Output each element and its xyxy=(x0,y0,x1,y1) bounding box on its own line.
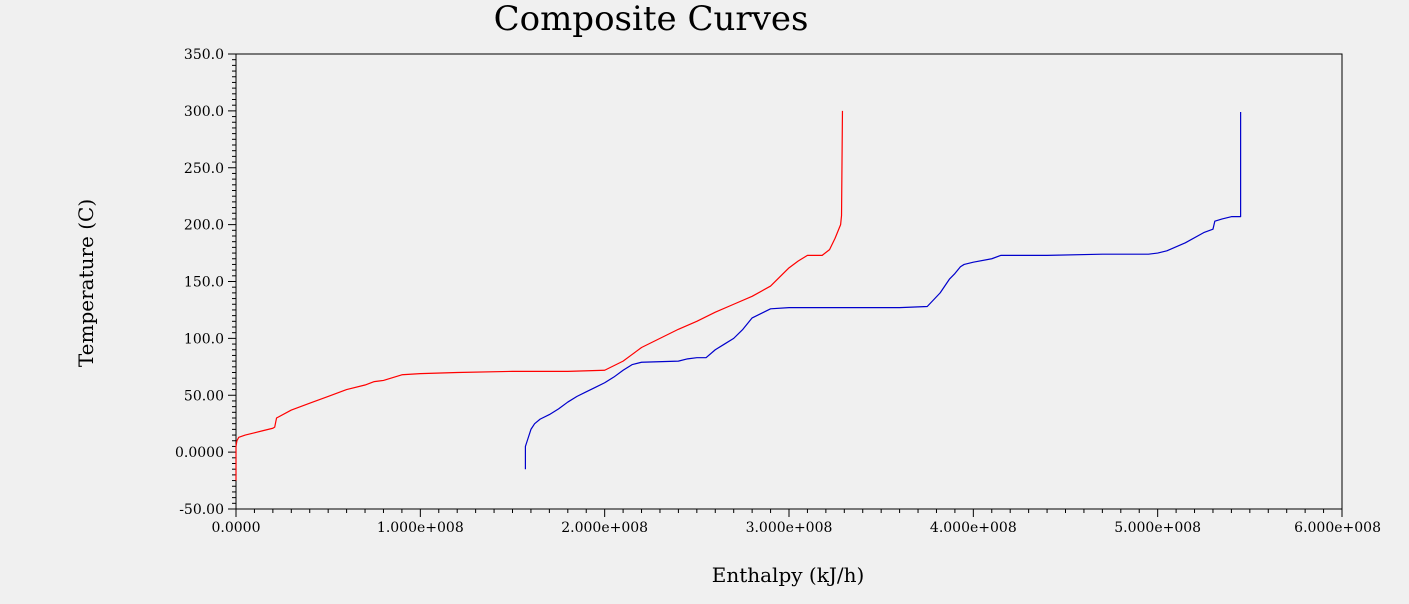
cold-composite-curve xyxy=(524,112,1242,470)
x-tick-label: 4.000e+008 xyxy=(930,520,1017,536)
y-tick-label: 300.0 xyxy=(184,104,224,120)
y-axis-label: Temperature (C) xyxy=(74,199,98,367)
y-axis: -50.00 0.0000 50.00 100.0 150.0 200.0 250.0 300… xyxy=(175,47,236,518)
y-tick-label: 50.00 xyxy=(184,388,224,404)
series-group xyxy=(235,110,1242,481)
x-tick-label: 1.000e+008 xyxy=(377,520,464,536)
x-tick-label: 6.000e+008 xyxy=(1294,520,1381,536)
x-tick-label: 5.000e+008 xyxy=(1114,520,1201,536)
y-tick-label: 350.0 xyxy=(184,47,224,63)
y-tick-label: 200.0 xyxy=(184,218,224,234)
y-tick-label: 150.0 xyxy=(184,275,224,291)
chart-title: Composite Curves xyxy=(494,0,809,39)
y-tick-label: 250.0 xyxy=(184,161,224,177)
y-tick-label: -50.00 xyxy=(179,502,224,518)
hot-composite-curve xyxy=(235,110,844,481)
x-tick-label: 2.000e+008 xyxy=(561,520,648,536)
x-tick-label: 0.0000 xyxy=(212,520,261,536)
x-axis-label: Enthalpy (kJ/h) xyxy=(712,563,865,587)
y-tick-label: 0.0000 xyxy=(175,445,224,461)
y-tick-label: 100.0 xyxy=(184,331,224,347)
plot-area xyxy=(235,53,1343,510)
x-axis: 0.0000 1.000e+008 2.000e+008 3.000e+008 4.00… xyxy=(212,509,1381,536)
x-tick-label: 3.000e+008 xyxy=(746,520,833,536)
